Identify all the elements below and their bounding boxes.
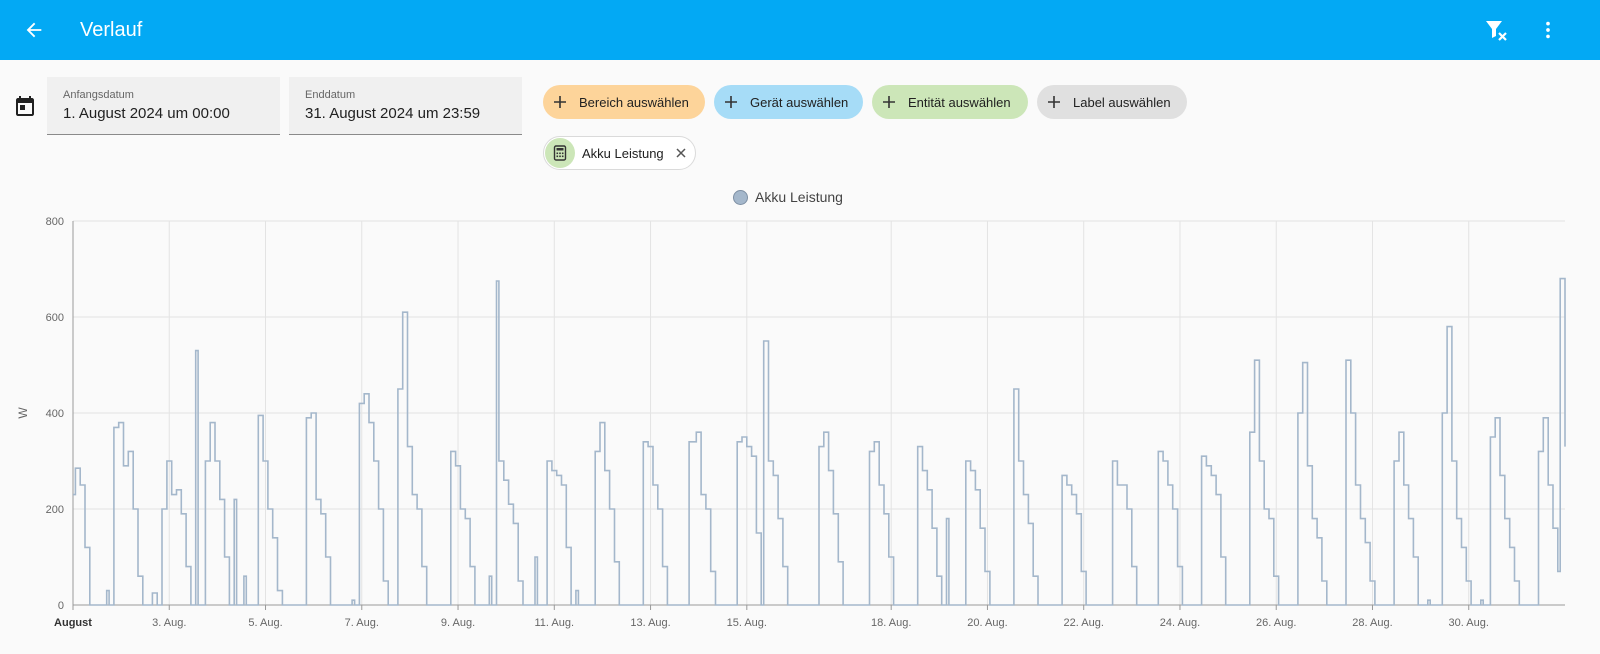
selected-entity-name: Akku Leistung (582, 145, 664, 161)
x-tick-label: 22. Aug. (1064, 617, 1104, 629)
x-tick-label: 26. Aug. (1256, 617, 1296, 629)
select-label-chip[interactable]: Label auswählen (1037, 85, 1187, 119)
y-tick-label: 400 (46, 408, 64, 420)
x-tick-label: 18. Aug. (871, 617, 911, 629)
select-area-chip[interactable]: Bereich auswählen (543, 85, 705, 119)
back-button[interactable] (16, 12, 52, 48)
calendar-icon (16, 96, 34, 116)
x-tick-label: 28. Aug. (1352, 617, 1392, 629)
y-axis-title: W (16, 407, 30, 419)
start-date-field[interactable]: Anfangsdatum 1. August 2024 um 00:00 (47, 77, 280, 135)
end-date-field[interactable]: Enddatum 31. August 2024 um 23:59 (289, 77, 522, 135)
selected-entity-chip[interactable]: Akku Leistung (543, 136, 696, 170)
arrow-left-icon (26, 22, 42, 38)
x-tick-label: August (54, 617, 92, 629)
select-area-label: Bereich auswählen (579, 94, 689, 110)
x-tick-label: 9. Aug. (441, 617, 475, 629)
select-label-label: Label auswählen (1073, 94, 1171, 110)
select-entity-chip[interactable]: Entität auswählen (872, 85, 1028, 119)
page-title: Verlauf (80, 19, 143, 41)
chart-legend-item[interactable]: Akku Leistung (733, 187, 843, 207)
y-tick-label: 200 (46, 504, 64, 516)
plus-icon (725, 96, 737, 108)
y-tick-label: 0 (58, 600, 64, 612)
x-tick-label: 7. Aug. (345, 617, 379, 629)
remove-entity-button[interactable] (674, 146, 688, 160)
plus-icon (1048, 96, 1060, 108)
x-tick-label: 24. Aug. (1160, 617, 1200, 629)
select-entity-label: Entität auswählen (908, 94, 1011, 110)
plus-icon (883, 96, 895, 108)
dots-vertical-icon (1546, 21, 1550, 39)
x-tick-label: 3. Aug. (152, 617, 186, 629)
select-device-label: Gerät auswählen (750, 94, 849, 110)
close-icon (676, 148, 686, 158)
y-tick-label: 600 (46, 312, 64, 324)
app-bar: Verlauf (0, 0, 1600, 60)
select-device-chip[interactable]: Gerät auswählen (714, 85, 863, 119)
end-date-value: 31. August 2024 um 23:59 (305, 105, 481, 122)
x-tick-label: 20. Aug. (967, 617, 1007, 629)
calculator-icon (545, 138, 575, 168)
x-tick-label: 15. Aug. (727, 617, 767, 629)
x-tick-label: 11. Aug. (535, 617, 575, 629)
plus-icon (554, 96, 566, 108)
start-date-label: Anfangsdatum (63, 89, 134, 101)
y-tick-label: 800 (46, 216, 64, 228)
series-line-0 (73, 277, 1566, 606)
legend-label: Akku Leistung (755, 189, 843, 205)
start-date-value: 1. August 2024 um 00:00 (63, 105, 230, 122)
filter-remove-icon (1486, 21, 1507, 41)
history-chart: 0 200 400 600 800 August 3. Aug. 5. Aug. 7. Aug.… (16, 216, 1566, 629)
end-date-label: Enddatum (305, 89, 356, 101)
x-tick-label: 13. Aug. (630, 617, 670, 629)
more-menu-button[interactable] (1530, 12, 1566, 48)
x-tick-label: 30. Aug. (1449, 617, 1489, 629)
clear-filter-button[interactable] (1478, 12, 1514, 48)
x-tick-label: 5. Aug. (248, 617, 282, 629)
legend-swatch (733, 189, 748, 205)
